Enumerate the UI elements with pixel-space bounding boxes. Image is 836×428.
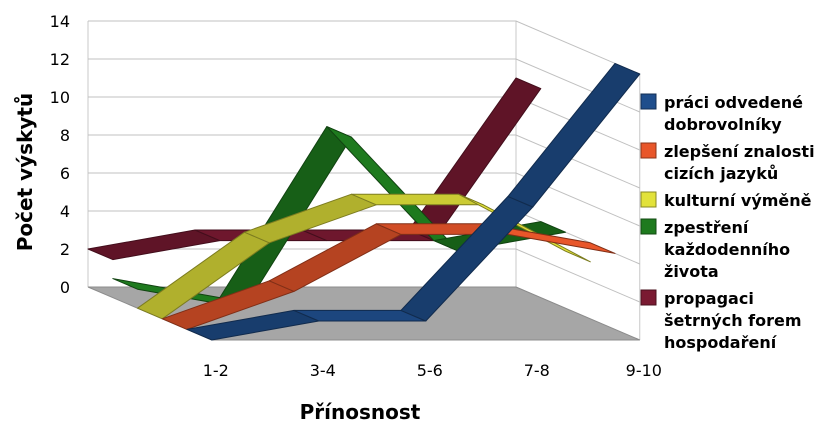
y-axis-ticks: 0 2 4 6 8 10 12 14	[50, 12, 70, 297]
x-tick-label: 7-8	[524, 361, 550, 380]
y-tick-label: 0	[60, 278, 70, 297]
legend-swatch	[640, 191, 657, 208]
gridline	[88, 134, 640, 189]
legend-item: propagaci šetrných forem hospodaření	[640, 289, 802, 352]
x-axis-title: Přínosnost	[300, 400, 421, 424]
legend-label: zlepšení znalosti cizích jazyků	[664, 142, 815, 183]
legend-label: propagaci šetrných forem hospodaření	[664, 289, 802, 352]
gridline	[88, 58, 640, 113]
y-axis-title: Počet výskytů	[13, 93, 37, 251]
y-tick-label: 8	[60, 126, 70, 145]
x-axis-ticks: 1-2 3-4 5-6 7-8 9-10	[203, 361, 662, 380]
x-tick-label: 1-2	[203, 361, 229, 380]
series-line	[186, 62, 641, 341]
legend-swatch	[640, 218, 657, 235]
y-tick-label: 2	[60, 240, 70, 259]
legend-item: zlepšení znalosti cizích jazyků	[640, 142, 815, 183]
x-tick-label: 9-10	[626, 361, 662, 380]
legend-label: zpestření každodenního života	[664, 218, 790, 281]
legend-swatch	[640, 93, 657, 110]
legend-item: kulturní výměně	[640, 191, 812, 210]
x-tick-label: 3-4	[310, 361, 336, 380]
y-tick-label: 10	[50, 88, 70, 107]
legend-label: kulturní výměně	[664, 191, 812, 210]
legend-swatch	[640, 142, 657, 159]
y-tick-label: 4	[60, 202, 70, 221]
legend-label: práci odvedené dobrovolníky	[664, 93, 803, 134]
legend-swatch	[640, 289, 657, 306]
legend-item: zpestření každodenního života	[640, 218, 790, 281]
legend: práci odvedené dobrovolníky zlepšení znalo…	[640, 93, 815, 352]
x-tick-label: 5-6	[417, 361, 443, 380]
y-tick-label: 12	[50, 50, 70, 69]
legend-item: práci odvedené dobrovolníky	[640, 93, 803, 134]
y-tick-label: 6	[60, 164, 70, 183]
chart-walls	[87, 21, 641, 340]
series-ribbons	[87, 62, 641, 341]
y-tick-label: 14	[50, 12, 70, 31]
gridline	[88, 172, 640, 227]
series-segment	[87, 229, 221, 261]
series-segment	[507, 62, 641, 208]
gridline	[88, 20, 640, 75]
